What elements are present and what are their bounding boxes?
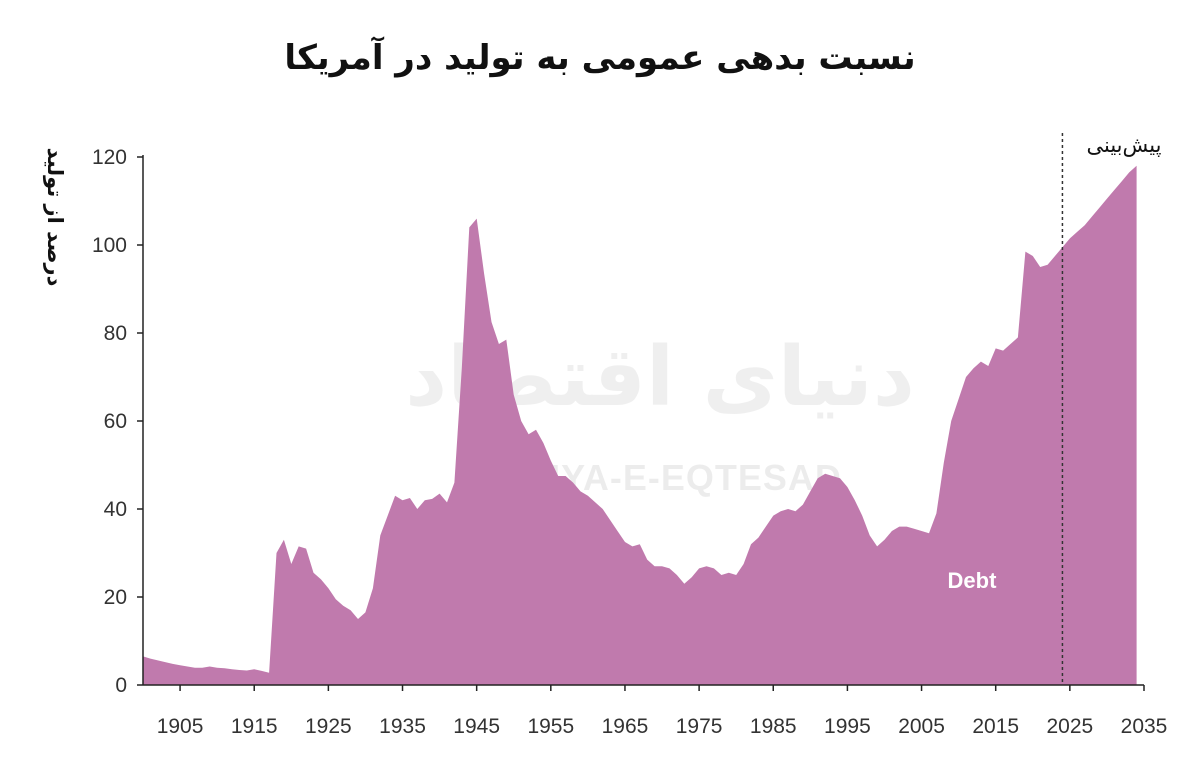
x-tick-label: 1915 (231, 715, 278, 738)
area-series-debt (143, 165, 1137, 686)
x-tick-label: 1925 (305, 715, 352, 738)
x-tick-label: 1905 (157, 715, 204, 738)
y-tick-label: 100 (92, 234, 127, 257)
forecast-label: پیش‌بینی (1087, 133, 1162, 157)
y-tick-label: 0 (115, 674, 127, 697)
y-tick-label: 40 (104, 498, 127, 521)
axes-layer: 0 20 40 60 80 100 120 1905 1915 1925 1935 1945 1955 1… (92, 133, 1167, 738)
x-tick-label: 1995 (824, 715, 871, 738)
series-label-debt: Debt (948, 568, 998, 593)
labels-layer: درصد از تولید Debt پیش‌بینی (43, 133, 1162, 593)
x-tick-label: 1965 (602, 715, 649, 738)
x-tick-label: 2035 (1121, 715, 1168, 738)
x-tick-label: 1985 (750, 715, 797, 738)
y-tick-label: 60 (104, 410, 127, 433)
x-tick-label: 1975 (676, 715, 723, 738)
x-tick-label: 1945 (453, 715, 500, 738)
y-axis-label: درصد از تولید (43, 148, 67, 287)
area-layer (143, 165, 1137, 686)
chart-title: نسبت بدهی عمومی به تولید در آمریکا (284, 38, 916, 78)
x-tick-label: 2025 (1046, 715, 1093, 738)
x-tick-label: 1955 (527, 715, 574, 738)
y-tick-label: 80 (104, 322, 127, 345)
y-tick-label: 20 (104, 586, 127, 609)
x-tick-label: 2015 (972, 715, 1019, 738)
x-tick-label: 2005 (898, 715, 945, 738)
y-tick-label: 120 (92, 146, 127, 169)
x-tick-label: 1935 (379, 715, 426, 738)
